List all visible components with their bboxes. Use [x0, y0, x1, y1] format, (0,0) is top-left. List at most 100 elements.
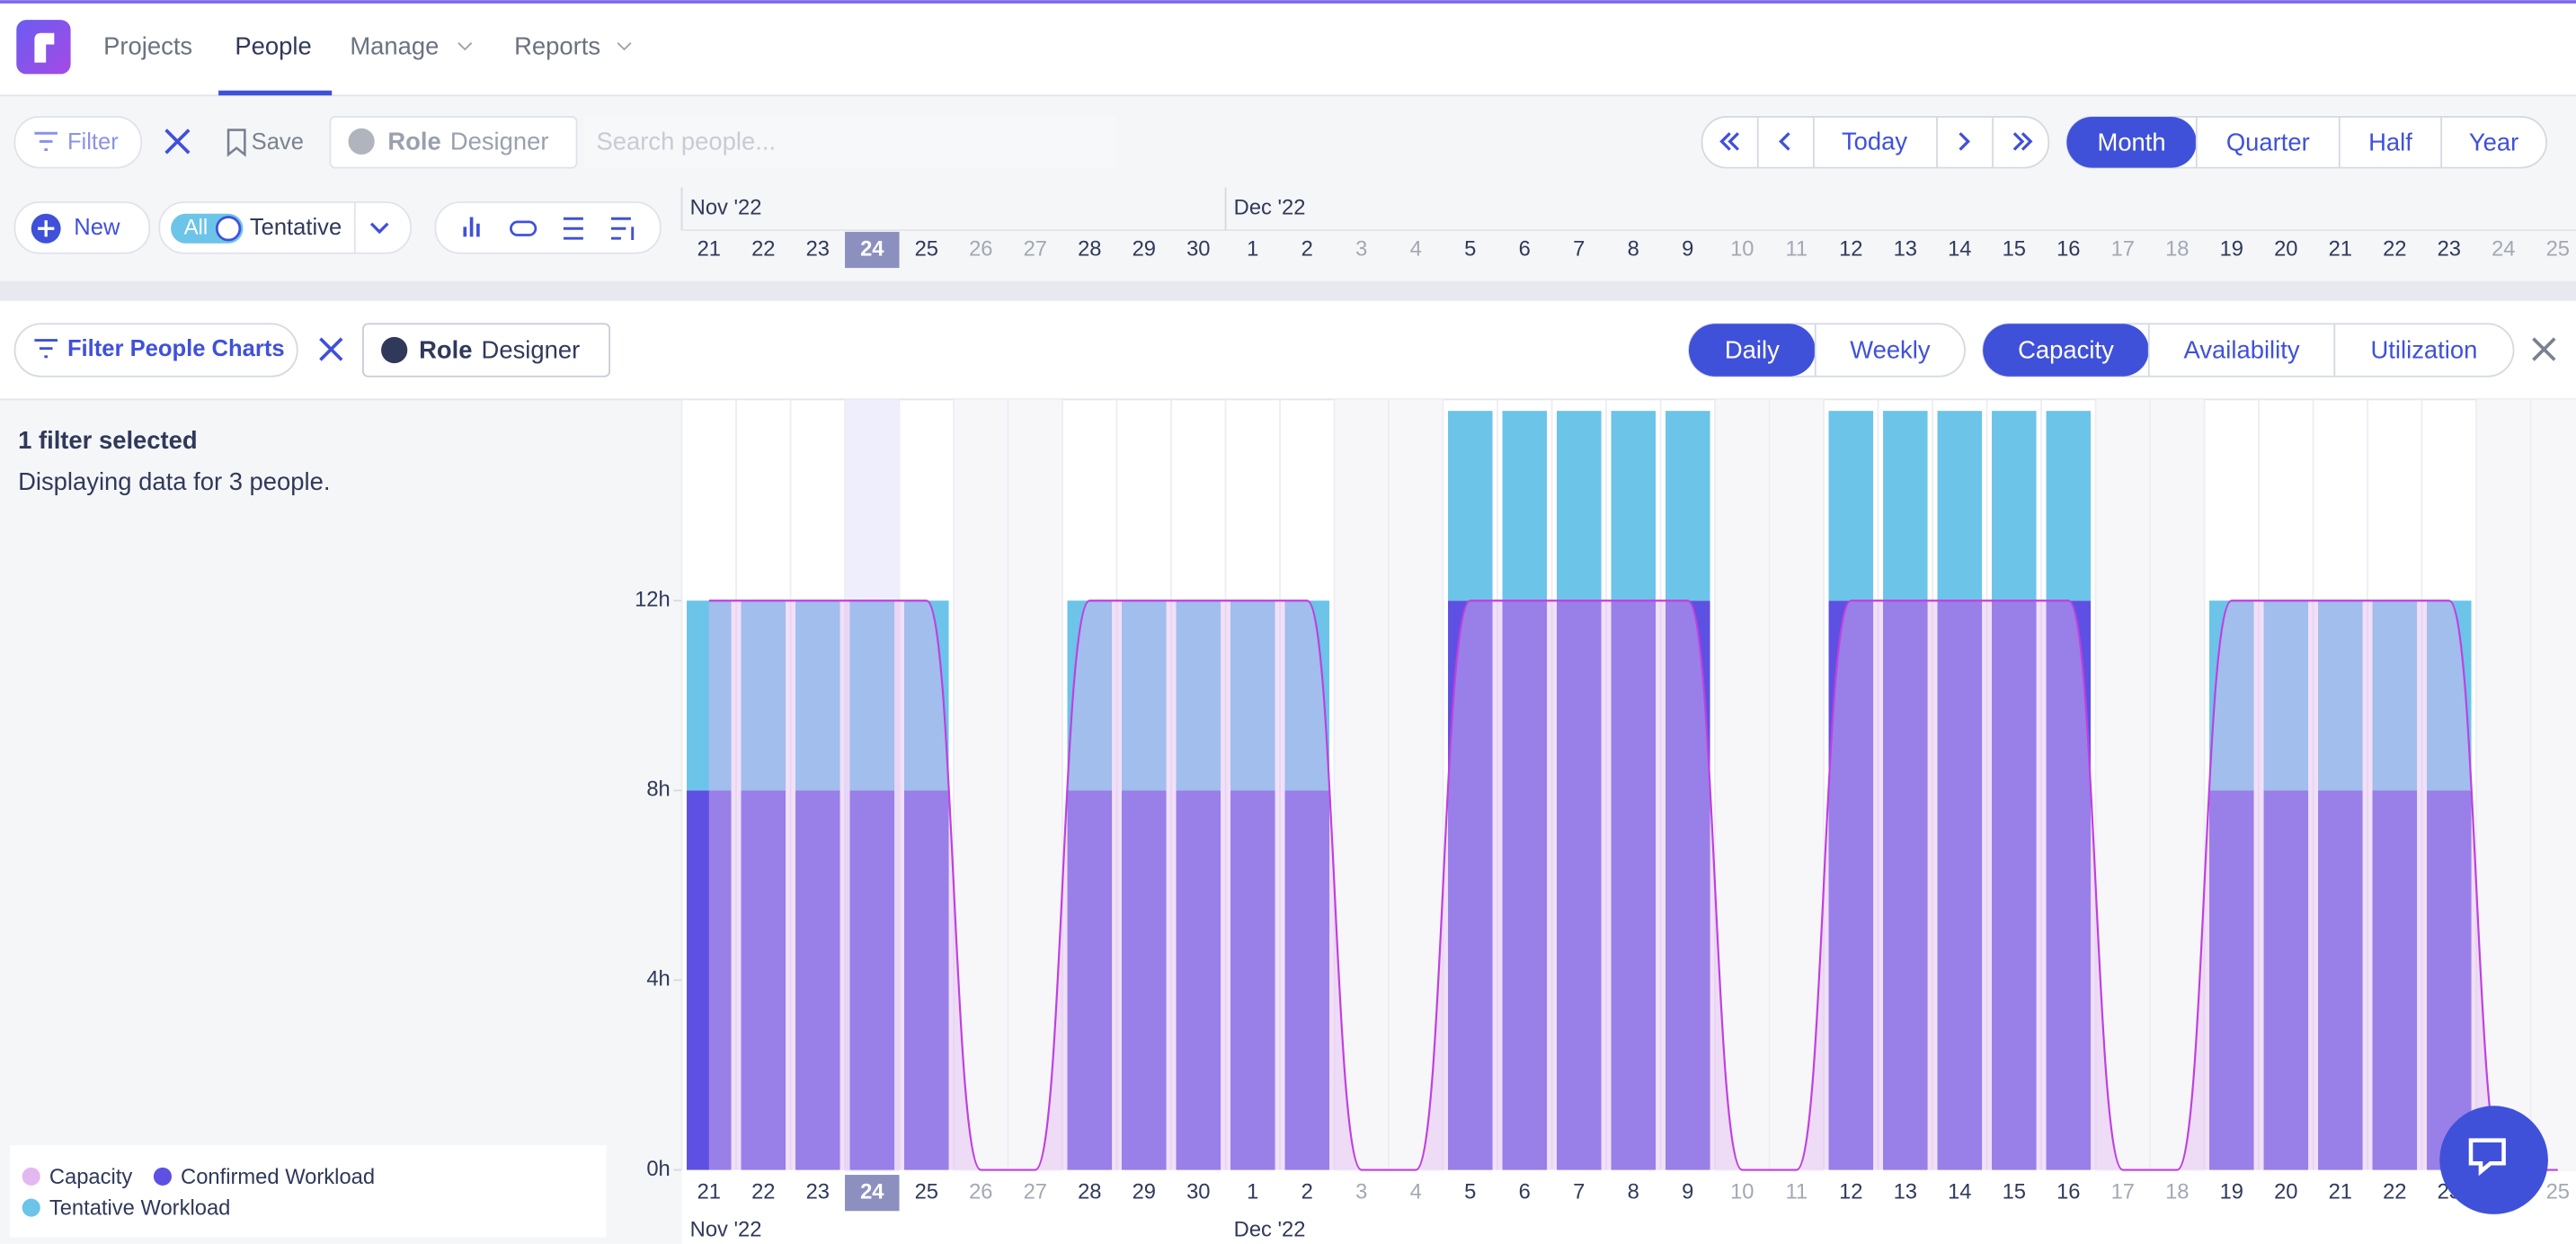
logo-mark	[34, 32, 55, 63]
search-placeholder: Search people...	[596, 127, 776, 155]
top-border	[0, 0, 2576, 4]
legend-label: Confirmed Workload	[181, 1165, 375, 1189]
switch-option[interactable]: Quarter	[2226, 128, 2310, 156]
day-label: 7	[1573, 236, 1585, 261]
bar	[2318, 790, 2363, 1170]
bar	[1230, 600, 1275, 791]
day-label: 22	[2383, 1179, 2406, 1204]
day-label: 18	[2165, 1179, 2189, 1204]
role-filter[interactable]	[362, 323, 611, 378]
chevron[interactable]	[369, 222, 389, 235]
sort-icon[interactable]	[610, 217, 635, 241]
legend-swatch	[153, 1167, 173, 1186]
bar	[1666, 411, 1710, 601]
filter-button[interactable]	[13, 116, 143, 169]
day-label: 24	[860, 1179, 884, 1204]
list-icon[interactable]	[563, 217, 583, 240]
date-nav-dividers	[1756, 116, 1994, 168]
help-icon	[2468, 1138, 2506, 1177]
toggle-icon[interactable]	[510, 220, 537, 236]
chart-icon[interactable]	[463, 217, 480, 237]
day-label: 13	[1894, 1179, 1917, 1204]
bar	[1230, 790, 1275, 1170]
day-label: 7	[1573, 1179, 1585, 1204]
search-input[interactable]	[584, 116, 1116, 168]
bar	[2372, 790, 2418, 1170]
bar	[1502, 600, 1548, 1170]
day-label: 25	[915, 236, 938, 261]
day-label: 22	[751, 236, 775, 261]
filter-charts-button[interactable]	[13, 323, 298, 378]
y-tick-label: 4h	[646, 967, 670, 991]
bar	[1284, 790, 1330, 1170]
day-label: 12	[1839, 1179, 1862, 1204]
close-charts[interactable]	[2532, 337, 2556, 361]
day-label: 1	[1247, 1179, 1258, 1204]
day-label: 13	[1894, 236, 1917, 261]
bar	[1992, 411, 2037, 601]
switch-option[interactable]: Utilization	[2371, 336, 2478, 364]
filter-label: Filter	[67, 129, 119, 155]
bar	[795, 600, 840, 791]
bar	[2046, 411, 2092, 601]
nav-item[interactable]: Manage	[350, 31, 439, 59]
weekend-column	[2530, 399, 2576, 1172]
bar	[1448, 411, 1493, 601]
legend: Capacity Confirmed Workload Tentative Work…	[22, 1165, 375, 1221]
today-cell	[845, 1175, 900, 1212]
switch-option[interactable]: Half	[2368, 128, 2412, 156]
save-button[interactable]: Save	[252, 129, 304, 155]
help-button[interactable]	[2439, 1106, 2548, 1214]
day-label: 30	[1186, 1179, 1210, 1204]
day-label: 17	[2111, 1179, 2135, 1204]
clear-button[interactable]	[319, 337, 343, 361]
day-label: 15	[2003, 1179, 2026, 1204]
role-filter[interactable]	[329, 116, 578, 169]
day-label: 20	[2274, 236, 2297, 261]
clear-button[interactable]	[164, 129, 191, 155]
switch-option[interactable]: Year	[2469, 128, 2518, 156]
bar	[1502, 411, 1548, 601]
day-label: 22	[751, 1179, 775, 1204]
switch-option[interactable]: Month	[2097, 128, 2165, 156]
bar	[687, 600, 732, 791]
y-tick-label: 12h	[635, 588, 671, 612]
legend-swatch	[22, 1167, 40, 1186]
day-label: 27	[1024, 1179, 1047, 1204]
day-label: 27	[1024, 236, 1047, 261]
today-cell	[845, 231, 900, 269]
switch-active	[2066, 116, 2197, 168]
range-switch: Month Quarter Half Year	[2065, 116, 2548, 169]
bar	[1611, 411, 1657, 601]
day-label: 9	[1682, 1179, 1693, 1204]
day-label: 2	[1301, 236, 1313, 261]
bar	[1067, 600, 1113, 791]
date-nav-arrows[interactable]	[1719, 132, 2033, 151]
nav-item[interactable]: Projects	[103, 31, 192, 59]
day-label: 6	[1519, 236, 1531, 261]
day-label: 15	[2003, 236, 2026, 261]
nav-item[interactable]: People	[235, 31, 311, 59]
date-nav[interactable]	[1701, 116, 2050, 169]
day-label: 14	[1948, 1179, 1971, 1204]
switch-option[interactable]: Weekly	[1850, 336, 1931, 364]
day-label: 12	[1839, 236, 1862, 261]
nav-item[interactable]: Reports	[514, 31, 600, 59]
bar	[795, 790, 840, 1170]
bar	[1176, 600, 1221, 791]
today-button[interactable]: Today	[1842, 127, 1907, 155]
bar	[1448, 600, 1493, 1170]
day-label: 28	[1078, 236, 1101, 261]
switch-active	[1688, 324, 1816, 377]
switch-option[interactable]: Capacity	[2018, 336, 2114, 364]
bar	[1883, 600, 1928, 1170]
switch-option[interactable]: Availability	[2184, 336, 2300, 364]
filter-icon	[34, 339, 58, 359]
day-label: 30	[1186, 236, 1210, 261]
switch-option[interactable]: Daily	[1725, 336, 1780, 364]
sidebar-bg	[0, 399, 682, 1244]
bar	[1883, 411, 1928, 601]
day-label: 4	[1410, 1179, 1422, 1204]
